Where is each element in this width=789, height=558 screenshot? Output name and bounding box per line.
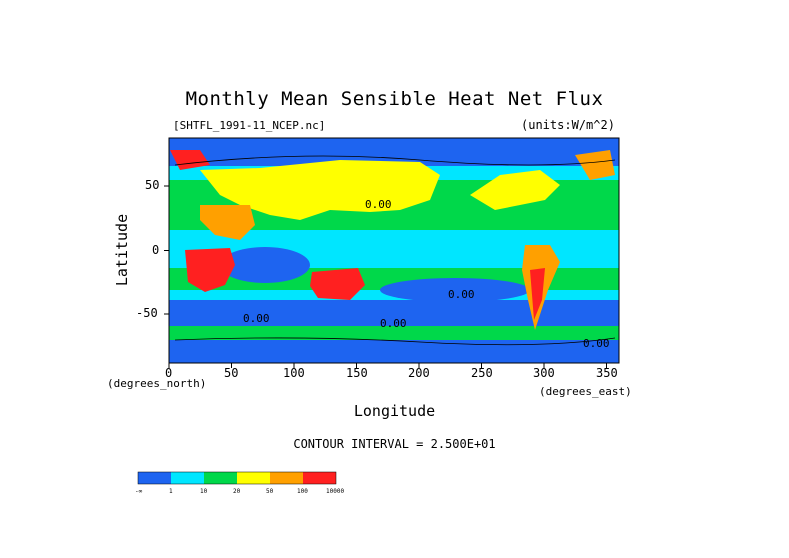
colorbar-label: 10 [200,488,208,495]
contour-label: 0.00 [365,198,392,211]
contour-interval: CONTOUR INTERVAL = 2.500E+01 [293,437,496,451]
south-america-core [530,268,545,320]
antarctic-green [169,326,619,340]
contour-label: 0.00 [380,317,407,330]
y-units-label: (degrees_east) [539,385,632,398]
x-tick-label: 350 [596,366,618,380]
y-tick-label: -50 [136,306,158,320]
x-axis-label: Longitude [353,402,436,420]
australia-land [310,268,365,300]
y-axis-ticks [164,185,169,315]
x-tick-label: 100 [283,366,305,380]
north-america-land [470,170,560,210]
units-label: (units:W/m^2) [521,118,615,132]
greenland [575,150,615,180]
x-units-label: (degrees_north) [107,377,207,390]
indian-ocean-pool [220,247,310,283]
contour-label: 0.00 [448,288,475,301]
pacific-pool [380,278,530,302]
x-tick-label: 150 [346,366,368,380]
contour-label: 0.00 [583,337,610,350]
colorbar-label: 10000 [326,488,345,495]
colorbar-label: 50 [266,488,274,495]
contour-label: 0.00 [243,312,270,325]
north-africa [200,205,255,240]
contour-lines-north [174,155,616,166]
colorbar-swatch [171,472,204,484]
colorbar-swatch [138,472,171,484]
africa-land [185,248,235,292]
colorbar-label: 1 [169,488,173,495]
antarctic-band [169,340,619,363]
x-tick-label: 0 [165,366,173,380]
colorbar-swatch [270,472,303,484]
y-axis-label: Latitude [113,213,131,287]
chart-title: Monthly Mean Sensible Heat Net Flux [185,88,604,110]
eurasia-land [200,160,440,220]
x-tick-label: 250 [471,366,493,380]
colorbar [137,471,337,485]
colorbar-swatch [237,472,270,484]
colorbar-swatch [303,472,336,484]
y-tick-label: 50 [145,178,160,192]
colorbar-label: 100 [297,488,308,495]
colorbar-label: 20 [233,488,241,495]
contour-lines-south [174,337,616,346]
x-axis-ticks [168,363,607,368]
y-tick-label: 0 [152,243,160,257]
colorbar-swatch [204,472,237,484]
x-tick-label: 200 [408,366,430,380]
x-tick-label: 50 [224,366,239,380]
arctic-band [169,138,619,166]
x-tick-label: 300 [533,366,555,380]
file-label: [SHTFL_1991-11_NCEP.nc] [173,119,326,132]
siberia-orange [170,150,210,170]
colorbar-label: -∞ [135,488,143,495]
